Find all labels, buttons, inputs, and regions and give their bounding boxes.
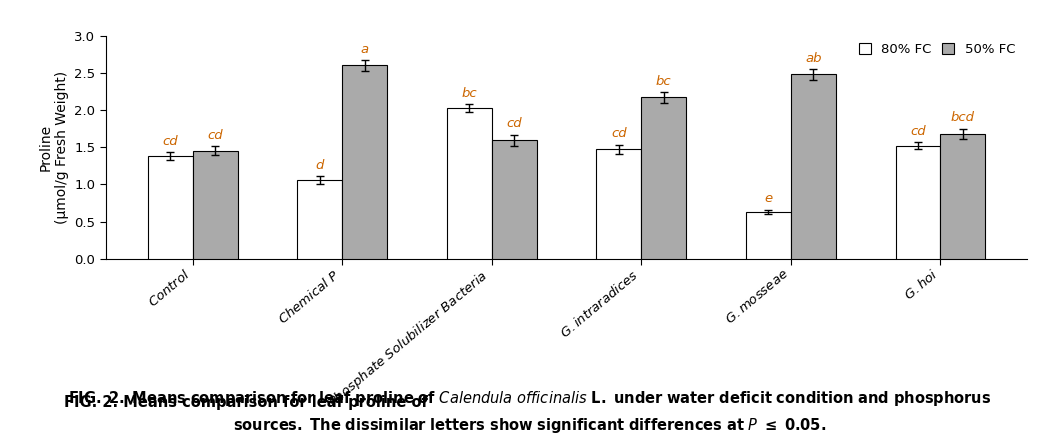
Y-axis label: Proline
(μmol/g Fresh Weight): Proline (μmol/g Fresh Weight) xyxy=(38,70,69,224)
Text: $\mathbf{FIG.\ 2.\ Means\ comparison\ for\ leaf\ proline\ of\ }$$\mathbf{\mathit: $\mathbf{FIG.\ 2.\ Means\ comparison\ fo… xyxy=(68,389,991,408)
Text: bc: bc xyxy=(656,75,671,88)
Text: cd: cd xyxy=(611,128,627,140)
Text: a: a xyxy=(360,43,369,56)
Bar xyxy=(148,156,193,259)
Text: $\mathbf{sources.\ The\ dissimilar\ letters\ show\ significant\ differences\ at\: $\mathbf{sources.\ The\ dissimilar\ lett… xyxy=(233,416,826,435)
Bar xyxy=(298,180,342,259)
Bar xyxy=(746,212,791,259)
Bar xyxy=(940,134,985,259)
Text: e: e xyxy=(765,192,773,205)
Text: cd: cd xyxy=(162,135,178,148)
Text: d: d xyxy=(316,159,324,172)
Text: ab: ab xyxy=(805,52,822,65)
Text: FIG. 2. Means comparison for leaf proline of: FIG. 2. Means comparison for leaf prolin… xyxy=(64,395,432,410)
Text: cd: cd xyxy=(208,129,222,142)
Bar xyxy=(642,97,686,259)
Legend: 80% FC, 50% FC: 80% FC, 50% FC xyxy=(854,38,1021,62)
Bar xyxy=(896,146,940,259)
Bar xyxy=(342,66,388,259)
Text: cd: cd xyxy=(506,117,522,130)
Bar xyxy=(447,108,491,259)
Bar xyxy=(791,74,836,259)
Bar xyxy=(596,149,642,259)
Text: cd: cd xyxy=(911,124,926,137)
Text: bcd: bcd xyxy=(951,111,975,124)
Bar xyxy=(491,140,537,259)
Bar xyxy=(193,151,237,259)
Text: bc: bc xyxy=(462,87,478,99)
